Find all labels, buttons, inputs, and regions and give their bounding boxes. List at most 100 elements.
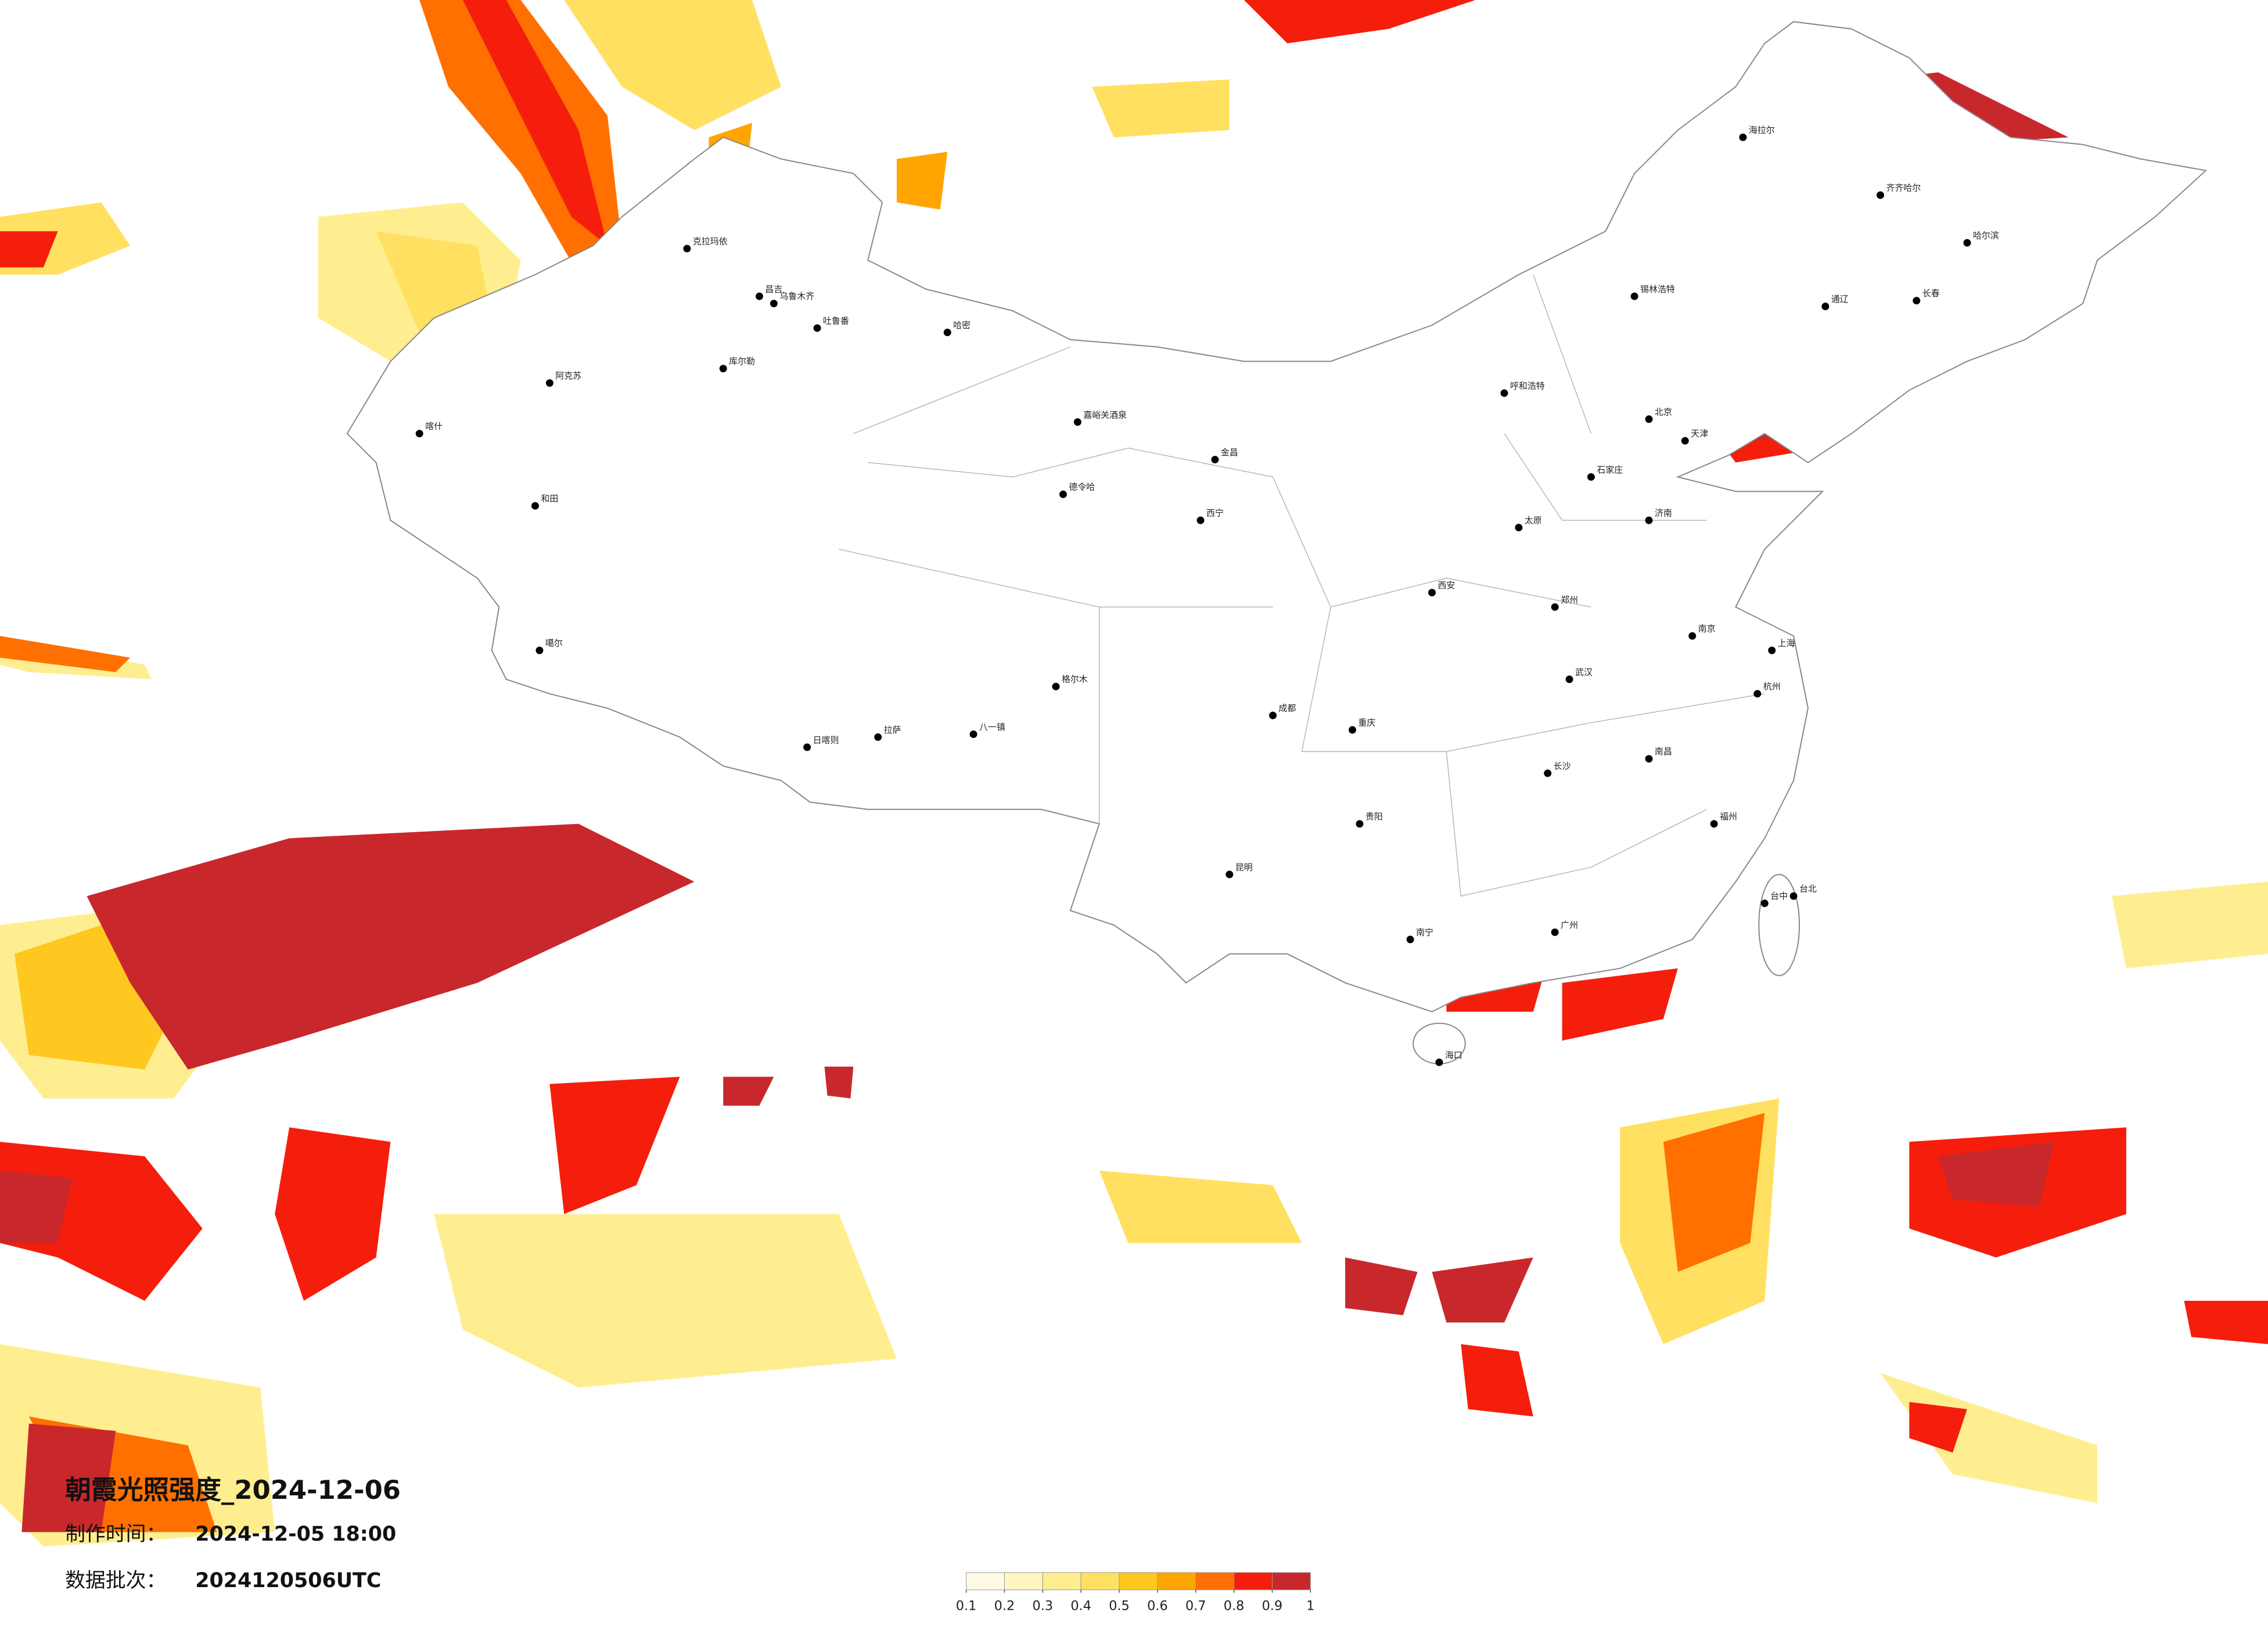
city-label: 乌鲁木齐 (779, 291, 814, 301)
city-label: 昆明 (1235, 862, 1253, 872)
city-label: 南昌 (1655, 746, 1672, 757)
city-dot (1877, 191, 1885, 199)
city-dot (1544, 769, 1552, 778)
legend-tick-label: 0.9 (1262, 1599, 1283, 1614)
city-label: 喀什 (425, 421, 443, 431)
city-dot (1789, 892, 1798, 900)
production-time: 2024-12-05 18:00 (195, 1523, 396, 1546)
city-dot (1059, 490, 1067, 498)
city-label: 贵阳 (1365, 811, 1383, 822)
city-label: 通辽 (1831, 294, 1849, 304)
city-dot (1760, 900, 1769, 908)
city-dot (969, 730, 977, 738)
city-label: 西安 (1437, 580, 1455, 591)
city-dot (1356, 820, 1364, 828)
city-label: 南京 (1698, 624, 1716, 634)
city-label: 石家庄 (1597, 465, 1623, 475)
city-label: 哈尔滨 (1973, 231, 1999, 241)
city-dot (535, 646, 544, 654)
city-dot (1710, 820, 1718, 828)
city-dot (1768, 646, 1776, 654)
city-label: 南宁 (1416, 927, 1433, 937)
city-label: 西宁 (1206, 508, 1224, 519)
city-label: 德令哈 (1069, 482, 1095, 492)
city-label: 天津 (1691, 429, 1708, 439)
city-dot (415, 430, 423, 438)
city-label: 金昌 (1221, 447, 1238, 458)
city-dot (1196, 516, 1205, 524)
legend-tick-label: 0.1 (956, 1599, 977, 1614)
city-label: 北京 (1655, 406, 1672, 417)
city-dot (1349, 726, 1357, 734)
city-label: 成都 (1279, 703, 1296, 714)
city-dot (1688, 632, 1696, 640)
production-time-label: 制作时间： (65, 1523, 166, 1546)
city-label: 克拉玛依 (693, 236, 728, 247)
city-dot (1500, 389, 1508, 397)
city-label: 嘉峪关酒泉 (1083, 409, 1127, 420)
city-dot (1645, 415, 1653, 423)
city-dot (1052, 682, 1060, 690)
city-label: 重庆 (1358, 717, 1376, 728)
city-label: 齐齐哈尔 (1886, 183, 1921, 193)
city-dot (874, 733, 882, 741)
city-dot (1821, 303, 1830, 311)
city-label: 太原 (1525, 515, 1542, 526)
city-dot (1913, 297, 1921, 305)
legend-tick-label: 0.8 (1224, 1599, 1245, 1614)
city-label: 日喀则 (813, 735, 839, 745)
batch: 2024120506UTC (195, 1569, 381, 1592)
legend-tick-label: 0.7 (1185, 1599, 1206, 1614)
city-dot (1645, 516, 1653, 524)
city-dot (719, 365, 727, 373)
city-label: 济南 (1655, 508, 1672, 519)
city-label: 和田 (541, 494, 558, 504)
city-label: 台北 (1799, 884, 1817, 894)
city-dot (770, 300, 778, 308)
city-dot (1435, 1058, 1443, 1066)
city-label: 拉萨 (884, 725, 901, 735)
legend-tick-label: 0.5 (1109, 1599, 1130, 1614)
city-label: 郑州 (1561, 595, 1578, 605)
city-dot (1645, 755, 1653, 763)
city-label: 八一镇 (979, 722, 1005, 732)
city-label: 噶尔 (545, 638, 563, 649)
city-dot (1073, 418, 1081, 426)
city-label: 海口 (1445, 1050, 1462, 1060)
legend-swatch (1042, 1572, 1081, 1591)
city-dot (1565, 675, 1573, 684)
city-dot (756, 292, 763, 300)
map-title: 朝霞光照强度_2024-12-06 (65, 1474, 401, 1505)
city-label: 库尔勒 (729, 356, 755, 366)
city-dot (1739, 133, 1747, 141)
city-label: 昌吉 (765, 284, 782, 294)
city-dot (545, 379, 553, 387)
legend-tick-label: 0.3 (1033, 1599, 1054, 1614)
city-label: 长春 (1922, 288, 1940, 298)
legend-swatch (1004, 1572, 1043, 1591)
city-label: 海拉尔 (1749, 125, 1775, 135)
city-dot (1630, 292, 1638, 300)
china-boundary (346, 21, 2208, 1064)
city-dot (1551, 928, 1559, 936)
city-dot (1428, 588, 1436, 596)
legend-swatch (1080, 1572, 1120, 1591)
city-label: 吐鲁番 (823, 316, 849, 326)
city-dot (813, 324, 821, 332)
legend-swatch (1234, 1572, 1273, 1591)
city-label: 锡林浩特 (1640, 284, 1675, 294)
city-label: 广州 (1561, 920, 1578, 930)
city-label: 杭州 (1763, 681, 1781, 692)
legend-tick-label: 0.6 (1147, 1599, 1168, 1614)
legend-swatch (1157, 1572, 1196, 1591)
legend-swatch (1195, 1572, 1235, 1591)
city-dot (531, 502, 539, 510)
city-dot (683, 244, 691, 253)
legend-swatch (1271, 1572, 1311, 1591)
city-dot (943, 328, 951, 336)
legend: 0.1 0.2 0.3 0.4 0.5 0.6 0.7 0.8 0.9 1 (956, 1572, 1314, 1614)
city-dot (1515, 523, 1523, 531)
legend-tick-label: 0.4 (1070, 1599, 1091, 1614)
